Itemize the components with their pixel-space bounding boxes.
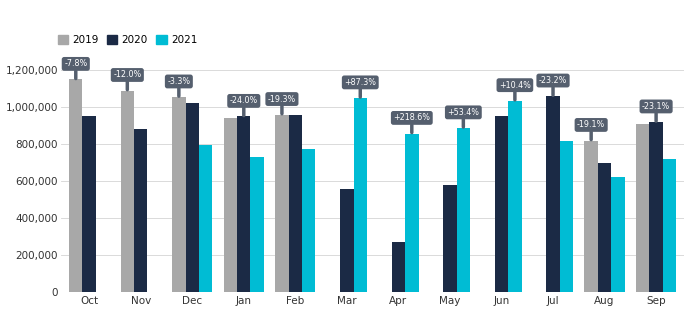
Bar <box>237 116 250 292</box>
Text: -3.3%: -3.3% <box>167 77 190 96</box>
Bar <box>69 80 83 292</box>
Bar <box>340 189 353 292</box>
Bar <box>83 116 96 292</box>
Bar <box>134 129 148 292</box>
Bar <box>508 101 522 292</box>
Bar <box>405 134 419 292</box>
Text: -19.1%: -19.1% <box>577 120 605 140</box>
Bar <box>443 185 457 292</box>
Bar <box>649 122 663 292</box>
Bar <box>584 140 598 292</box>
Bar <box>636 124 649 292</box>
Bar <box>302 149 315 292</box>
Text: -19.3%: -19.3% <box>268 95 296 114</box>
Text: +53.4%: +53.4% <box>447 108 480 127</box>
Bar <box>457 128 470 292</box>
Bar <box>495 116 508 292</box>
Bar <box>224 118 237 292</box>
Bar <box>199 145 213 292</box>
Text: -23.1%: -23.1% <box>642 102 670 121</box>
Bar <box>288 115 302 292</box>
Bar <box>546 96 560 292</box>
Bar <box>121 90 134 292</box>
Bar <box>392 242 405 292</box>
Text: -24.0%: -24.0% <box>230 96 258 115</box>
Text: +87.3%: +87.3% <box>344 78 376 97</box>
Bar <box>172 97 186 292</box>
Bar <box>611 177 624 292</box>
Legend: 2019, 2020, 2021: 2019, 2020, 2021 <box>54 31 201 49</box>
Text: -7.8%: -7.8% <box>64 59 88 79</box>
Bar <box>250 157 264 292</box>
Text: +218.6%: +218.6% <box>393 114 431 133</box>
Bar <box>663 159 676 292</box>
Bar <box>186 103 199 292</box>
Bar <box>560 140 573 292</box>
Bar <box>598 163 611 292</box>
Text: -23.2%: -23.2% <box>539 76 567 95</box>
Bar <box>275 115 288 292</box>
Text: +10.4%: +10.4% <box>499 81 531 100</box>
Text: -12.0%: -12.0% <box>113 71 141 90</box>
Bar <box>353 98 367 292</box>
